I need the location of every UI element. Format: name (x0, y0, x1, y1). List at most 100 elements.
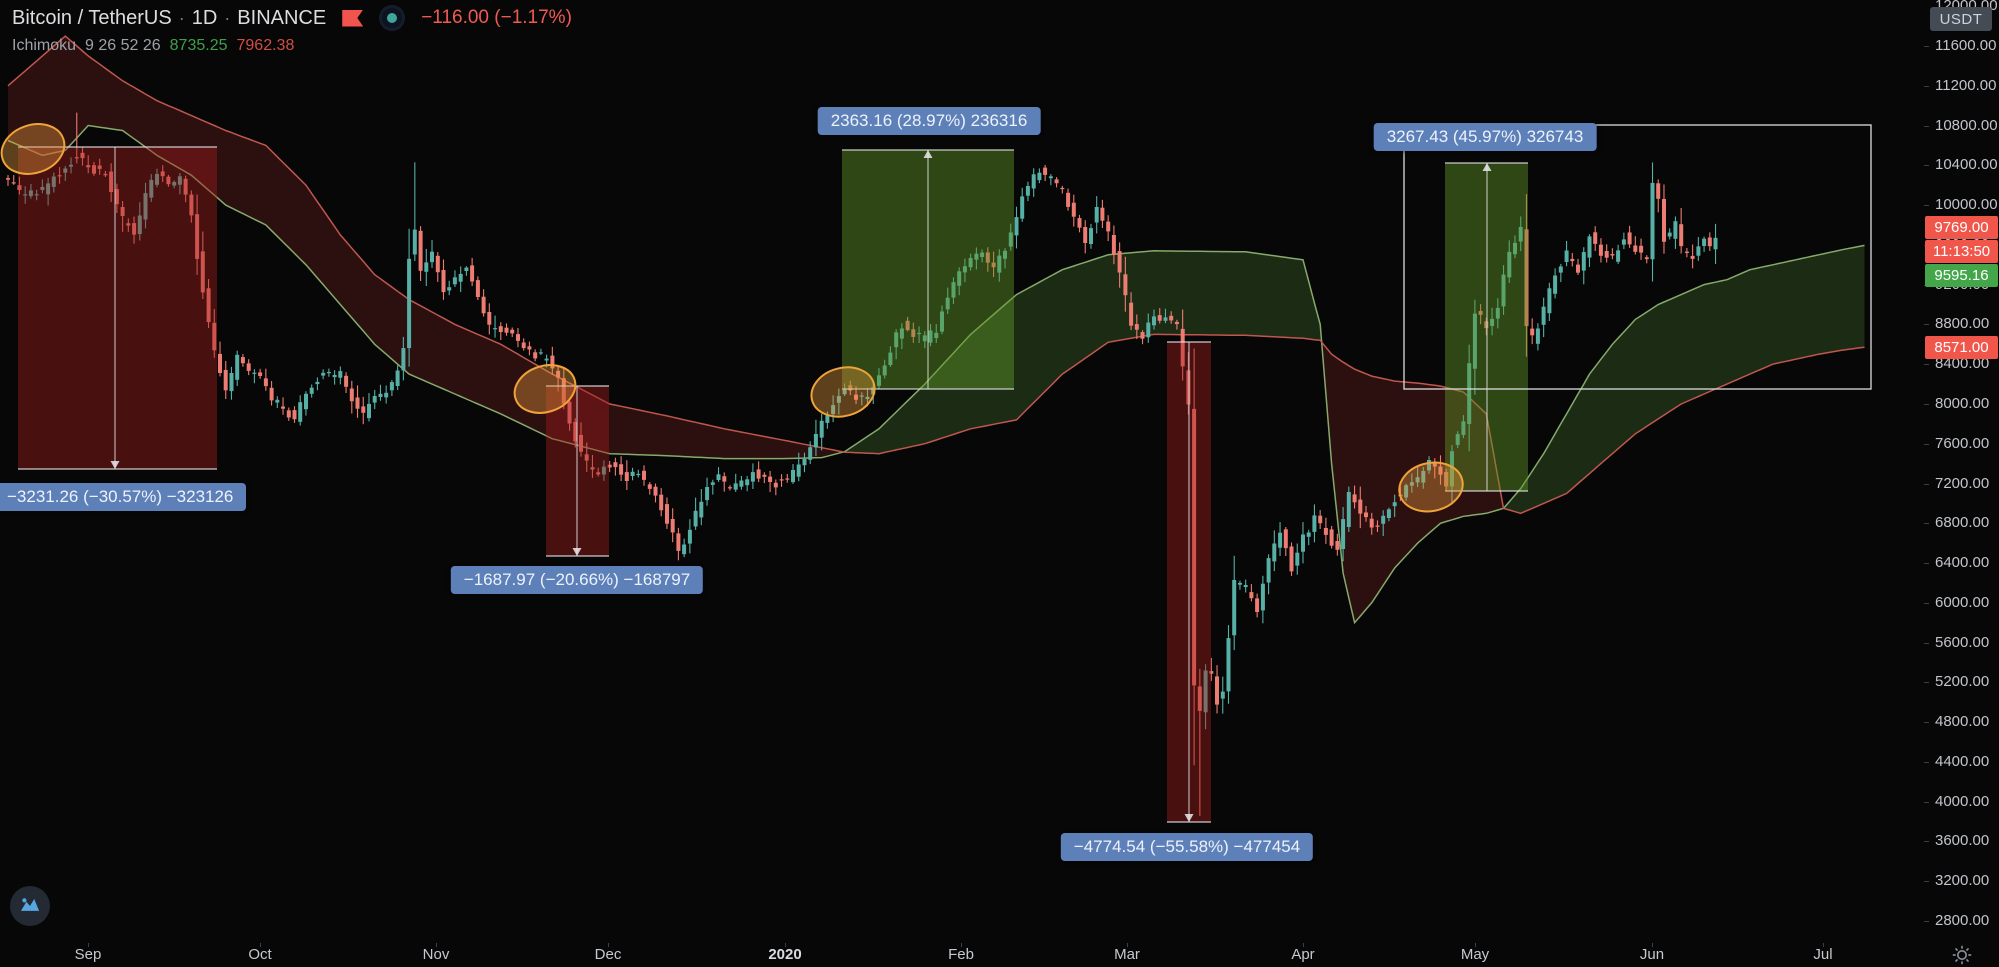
time-label: Dec (594, 946, 622, 963)
interval-label[interactable]: 1D (191, 7, 218, 29)
arrow-up-icon (923, 150, 933, 158)
alert-dot-icon (387, 13, 398, 23)
ichimoku-cloud-bearish (8, 36, 844, 459)
alert-circle-icon[interactable] (379, 5, 406, 31)
price-tick: 4400.00 (1935, 752, 1990, 770)
price-tick-mark (1924, 205, 1929, 207)
time-tick-mark (436, 943, 437, 947)
symbol-title[interactable]: Bitcoin / TetherUS (12, 7, 172, 29)
ichimoku-cloud-bullish (1503, 245, 1865, 514)
time-tick-mark (1127, 943, 1128, 947)
arrow-down-icon (110, 461, 120, 469)
price-tick: 5600.00 (1935, 633, 1990, 651)
gear-icon[interactable] (1951, 944, 1973, 966)
price-tick: 3200.00 (1935, 872, 1990, 890)
price-tick: 2800.00 (1935, 912, 1990, 929)
price-tick: 5200.00 (1935, 673, 1990, 691)
senkou-b-price-label: 8571.00 (1925, 336, 1998, 359)
axis-settings-corner[interactable] (1924, 943, 1999, 967)
time-tick-mark (1823, 943, 1824, 947)
countdown-label: 11:13:50 (1925, 240, 1998, 263)
arrow-up-icon (1482, 163, 1492, 171)
highlight-ellipse-drawing[interactable] (508, 358, 581, 421)
measure-label[interactable]: −1687.97 (−20.66%) −168797 (450, 566, 704, 594)
time-tick-mark (785, 943, 786, 947)
price-tick: 8400.00 (1935, 355, 1990, 373)
time-label: Jun (1639, 946, 1665, 963)
highlight-ellipse-drawing[interactable] (1395, 457, 1468, 517)
price-tick-mark (1924, 642, 1929, 644)
price-tick-mark (1924, 722, 1929, 724)
senkou-span-b-line (7, 35, 1865, 515)
tradingview-logo-button[interactable] (10, 886, 50, 926)
highlight-ellipse-drawing[interactable] (0, 116, 71, 181)
flag-icon[interactable] (342, 9, 364, 27)
price-tick-mark (1924, 324, 1929, 326)
time-label: Apr (1291, 946, 1315, 963)
price-tick: 3600.00 (1935, 832, 1990, 850)
price-tick-mark (1924, 801, 1929, 803)
price-tick: 7200.00 (1935, 474, 1990, 492)
measure-label[interactable]: −3231.26 (−30.57%) −323126 (0, 483, 247, 511)
measure-zone[interactable] (18, 147, 217, 469)
price-tick: 10800.00 (1935, 116, 1998, 134)
indicator-value-green: 8735.25 (169, 37, 228, 54)
time-tick-mark (1303, 943, 1304, 947)
senkou-span-a-line (7, 124, 1865, 625)
price-tick: 6400.00 (1935, 554, 1990, 572)
price-tick-mark (1924, 403, 1929, 405)
currency-badge[interactable]: USDT (1930, 7, 1992, 31)
price-tick: 4000.00 (1935, 792, 1990, 810)
price-tick: 11600.00 (1935, 37, 1997, 54)
time-axis[interactable]: Sep Oct Nov Dec 2020 Feb Mar Apr May Jun Jul (0, 943, 1924, 967)
time-label: Oct (248, 946, 272, 963)
candles (6, 112, 1718, 816)
price-tick-mark (1924, 761, 1929, 763)
time-label: Sep (74, 946, 102, 963)
price-tick-mark (1924, 443, 1929, 445)
time-tick-mark (608, 943, 609, 947)
time-tick-mark (1475, 943, 1476, 947)
measure-label[interactable]: 2363.16 (28.97%) 236316 (817, 107, 1041, 135)
price-tick: 4800.00 (1935, 713, 1990, 731)
last-price-label: 9769.00 (1925, 216, 1998, 239)
price-tick-mark (1924, 125, 1929, 127)
arrow-down-icon (1184, 814, 1194, 822)
time-label: Jul (1813, 946, 1833, 963)
measure-label[interactable]: −4774.54 (−55.58%) −477454 (1060, 833, 1314, 861)
price-tick: 11200.00 (1935, 76, 1997, 94)
separator-dot: · (178, 8, 185, 28)
mountain-logo-icon (20, 898, 40, 911)
indicator-params: 9 26 52 26 (85, 37, 161, 54)
price-tick-mark (1924, 523, 1929, 525)
price-tick-mark (1924, 921, 1929, 922)
measure-label[interactable]: 3267.43 (45.97%) 326743 (1373, 123, 1597, 151)
time-label: Nov (422, 946, 450, 963)
price-tick-mark (1924, 682, 1929, 684)
arrow-down-icon (572, 548, 582, 556)
price-axis[interactable]: USDT 12000.0011600.0011200.0010800.00104… (1924, 0, 1999, 943)
price-tick: 10400.00 (1935, 156, 1998, 174)
price-tick: 10000.00 (1935, 196, 1998, 214)
price-tick-mark (1924, 881, 1929, 883)
time-label: Mar (1114, 946, 1140, 963)
price-tick: 8000.00 (1935, 394, 1990, 412)
price-tick: 7600.00 (1935, 434, 1990, 452)
highlight-ellipse-drawing[interactable] (806, 361, 880, 424)
separator-dot: · (224, 8, 231, 28)
price-tick-mark (1924, 46, 1929, 47)
indicator-value-red: 7962.38 (236, 37, 295, 54)
price-tick-mark (1924, 85, 1929, 87)
price-tick: 6000.00 (1935, 593, 1990, 611)
exchange-label[interactable]: BINANCE (237, 7, 327, 29)
range-rectangle-drawing[interactable] (1403, 124, 1872, 390)
indicator-name[interactable]: Ichimoku (12, 37, 77, 54)
price-tick-mark (1924, 602, 1929, 604)
ichimoku-cloud-bullish (843, 250, 1322, 454)
price-tick: 6800.00 (1935, 514, 1990, 532)
price-tick-mark (1924, 483, 1929, 485)
price-tick-mark (1924, 563, 1929, 565)
time-label: May (1460, 946, 1490, 963)
time-tick-mark (260, 943, 261, 947)
